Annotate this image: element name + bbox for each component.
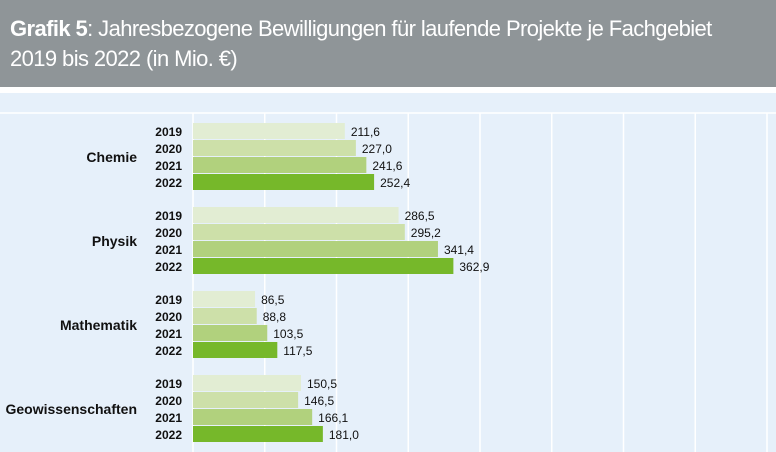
bar-2019 xyxy=(193,375,301,391)
year-label: 2019 xyxy=(155,125,182,139)
year-label: 2022 xyxy=(155,344,182,358)
value-label: 341,4 xyxy=(444,243,474,257)
value-label: 103,5 xyxy=(273,327,303,341)
year-label: 2021 xyxy=(155,327,182,341)
category-label: Mathematik xyxy=(60,317,137,333)
year-label: 2020 xyxy=(155,226,182,240)
bar-2022 xyxy=(193,426,323,442)
bar-2021 xyxy=(193,409,313,425)
value-label: 181,0 xyxy=(329,428,359,442)
value-label: 86,5 xyxy=(261,293,285,307)
value-label: 150,5 xyxy=(307,377,337,391)
year-label: 2022 xyxy=(155,428,182,442)
bar-2021 xyxy=(193,241,438,257)
category-label: Geowissenschaften xyxy=(6,401,138,417)
value-label: 241,6 xyxy=(372,159,402,173)
plot-area: Chemie 2019 211,6 2020 227,0 2021 241,6 2022 252… xyxy=(0,93,776,452)
year-label: 2019 xyxy=(155,377,182,391)
year-label: 2020 xyxy=(155,142,182,156)
year-label: 2021 xyxy=(155,243,182,257)
bar-2022 xyxy=(193,342,278,358)
value-label: 88,8 xyxy=(263,310,287,324)
bar-2021 xyxy=(193,157,367,173)
year-label: 2021 xyxy=(155,411,182,425)
category-label: Physik xyxy=(92,233,137,249)
year-label: 2022 xyxy=(155,260,182,274)
bar-2019 xyxy=(193,123,345,139)
value-label: 211,6 xyxy=(351,125,380,139)
bar-2020 xyxy=(193,308,257,324)
title-bold: Grafik 5 xyxy=(10,16,88,41)
title-line2: 2019 bis 2022 (in Mio. €) xyxy=(10,46,238,71)
title-rest: : Jahresbezogene Bewilligungen für laufe… xyxy=(87,16,712,41)
value-label: 286,5 xyxy=(405,209,435,223)
bar-2022 xyxy=(193,174,375,190)
value-label: 227,0 xyxy=(362,142,392,156)
bar-2019 xyxy=(193,207,399,223)
bar-chart: Chemie 2019 211,6 2020 227,0 2021 241,6 2022 252… xyxy=(0,112,776,452)
value-label: 295,2 xyxy=(411,226,441,240)
category-label: Chemie xyxy=(86,149,137,165)
value-label: 362,9 xyxy=(459,260,489,274)
year-label: 2022 xyxy=(155,176,182,190)
value-label: 117,5 xyxy=(283,344,312,358)
bar-2022 xyxy=(193,258,454,274)
value-label: 166,1 xyxy=(318,411,348,425)
bar-2020 xyxy=(193,140,356,156)
year-label: 2020 xyxy=(155,310,182,324)
chart-header: Grafik 5: Jahresbezogene Bewilligungen f… xyxy=(0,0,776,87)
bar-2020 xyxy=(193,392,299,408)
value-label: 252,4 xyxy=(380,176,410,190)
chart-title: Grafik 5: Jahresbezogene Bewilligungen f… xyxy=(10,14,712,74)
year-label: 2019 xyxy=(155,293,182,307)
year-label: 2019 xyxy=(155,209,182,223)
bar-2020 xyxy=(193,224,405,240)
bar-2019 xyxy=(193,291,256,307)
year-label: 2021 xyxy=(155,159,182,173)
value-label: 146,5 xyxy=(304,394,334,408)
year-label: 2020 xyxy=(155,394,182,408)
bar-2021 xyxy=(193,325,268,341)
